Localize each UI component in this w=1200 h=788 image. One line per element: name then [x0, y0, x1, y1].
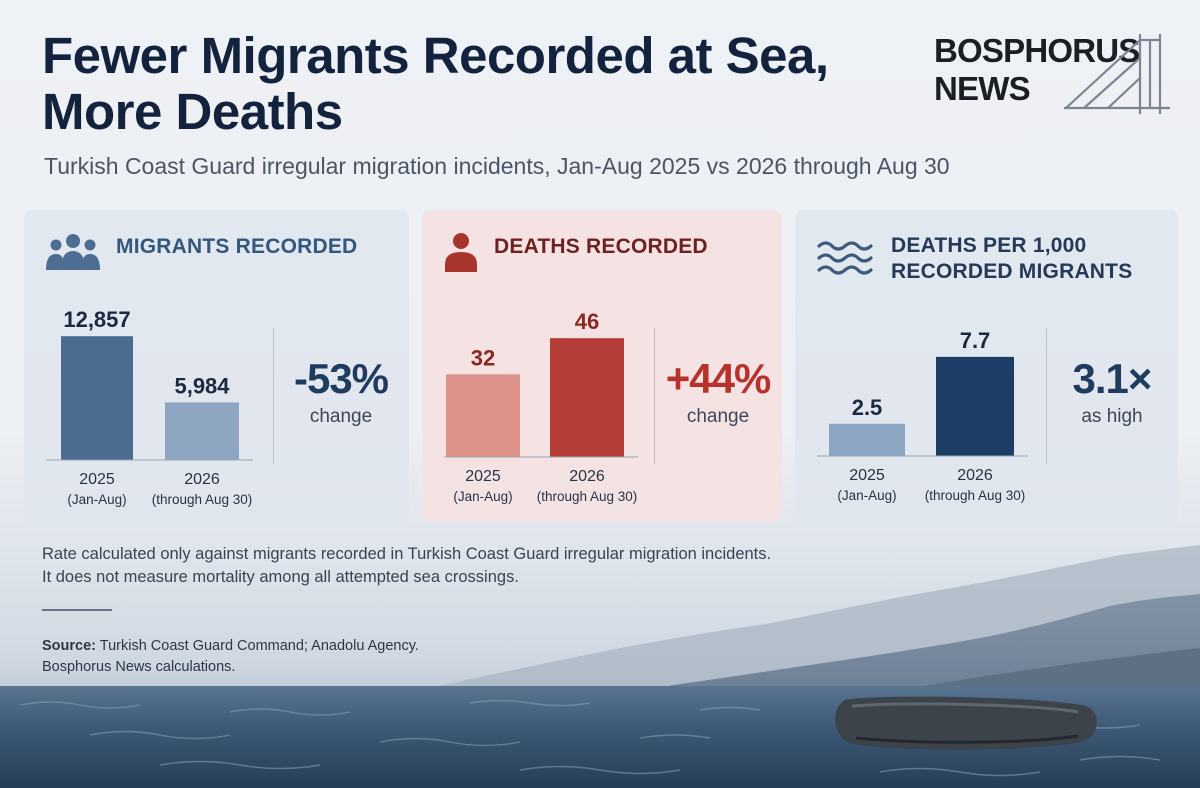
category-label: 2026: [184, 471, 220, 488]
source-text: Turkish Coast Guard Command; Anadolu Age…: [99, 638, 419, 654]
category-sublabel: (Jan-Aug): [837, 488, 896, 503]
category-label: 2025: [849, 467, 885, 484]
bridge-icon: [1064, 34, 1170, 114]
card-title-line1: DEATHS PER 1,000: [891, 234, 1087, 257]
ratio-stat: 3.1× as high: [1057, 356, 1167, 428]
deaths-recorded-card: DEATHS RECORDED 32 2025 (Jan-Aug) 46 2026 (th…: [422, 210, 782, 522]
hillside: [900, 648, 1200, 690]
death-rate-card: DEATHS PER 1,000 RECORDED MIGRANTS 2.5 20…: [795, 210, 1178, 522]
category-sublabel: (through Aug 30): [537, 489, 638, 504]
category-sublabel: (through Aug 30): [925, 488, 1026, 503]
note-line2: It does not measure mortality among all …: [42, 568, 519, 586]
page-title: Fewer Migrants Recorded at Sea, More Dea…: [42, 27, 829, 140]
category-sublabel: (through Aug 30): [152, 492, 253, 507]
brand-logo: BOSPHORUS NEWS: [934, 32, 1174, 118]
category-label: 2026: [957, 467, 993, 484]
card-divider: [1046, 328, 1047, 464]
inflatable-boat: [835, 696, 1097, 750]
stat-value: +44%: [665, 355, 772, 402]
bar-2025: [829, 423, 905, 456]
waves-icon: [817, 241, 873, 275]
bar-value-label: 46: [575, 309, 599, 334]
stat-value: -53%: [293, 355, 389, 402]
stat-label: change: [309, 406, 373, 427]
brand-line1: BOSPHORUS: [934, 32, 1140, 69]
footer-divider: [42, 609, 112, 611]
category-sublabel: (Jan-Aug): [67, 492, 126, 507]
brand-line2: NEWS: [934, 70, 1031, 107]
bar-2025: [61, 336, 133, 460]
category-label: 2025: [79, 471, 115, 488]
bar-value-label: 7.7: [960, 328, 991, 353]
bar-value-label: 2.5: [852, 395, 883, 420]
source-label: Source:: [42, 638, 96, 654]
source-line2: Bosphorus News calculations.: [42, 659, 236, 675]
card-title: DEATHS RECORDED: [494, 235, 708, 258]
card-divider: [273, 328, 274, 464]
category-sublabel: (Jan-Aug): [453, 489, 512, 504]
change-stat: +44% change: [662, 356, 774, 428]
bar-2026: [165, 402, 239, 460]
card-title-line2: RECORDED MIGRANTS: [891, 260, 1133, 283]
card-title: DEATHS PER 1,000 RECORDED MIGRANTS: [891, 233, 1132, 285]
note-line1: Rate calculated only against migrants re…: [42, 545, 772, 563]
stat-label: as high: [1081, 406, 1143, 427]
bar-2026: [550, 338, 624, 457]
methodology-note: Rate calculated only against migrants re…: [42, 543, 822, 589]
category-label: 2026: [569, 468, 605, 485]
people-icon: [46, 234, 100, 270]
brand-wordmark: BOSPHORUS NEWS: [934, 32, 1140, 108]
change-stat: -53% change: [286, 356, 396, 428]
card-divider: [654, 328, 655, 464]
bar-value-label: 32: [471, 345, 495, 370]
bar-value-label: 5,984: [174, 373, 230, 398]
source-credit: Source: Turkish Coast Guard Command; Ana…: [42, 636, 542, 678]
bar-2026: [936, 356, 1014, 456]
death-rate-bar-chart: 2.5 2025 (Jan-Aug) 7.7 2026 (through Aug 30): [817, 328, 1028, 503]
person-icon: [445, 233, 477, 272]
migrants-bar-chart: 12,857 2025 (Jan-Aug) 5,984 2026 (through Aug…: [46, 307, 253, 507]
stat-label: change: [686, 406, 750, 427]
bar-value-label: 12,857: [63, 307, 130, 332]
card-title: MIGRANTS RECORDED: [116, 235, 358, 258]
bar-2025: [446, 374, 520, 457]
category-label: 2025: [465, 468, 501, 485]
stat-value: 3.1×: [1072, 355, 1153, 402]
deaths-bar-chart: 32 2025 (Jan-Aug) 46 2026 (through Aug 30): [444, 309, 638, 504]
migrants-recorded-card: MIGRANTS RECORDED 12,857 2025 (Jan-Aug) 5,9…: [24, 210, 409, 522]
page-subtitle: Turkish Coast Guard irregular migration …: [44, 153, 950, 179]
